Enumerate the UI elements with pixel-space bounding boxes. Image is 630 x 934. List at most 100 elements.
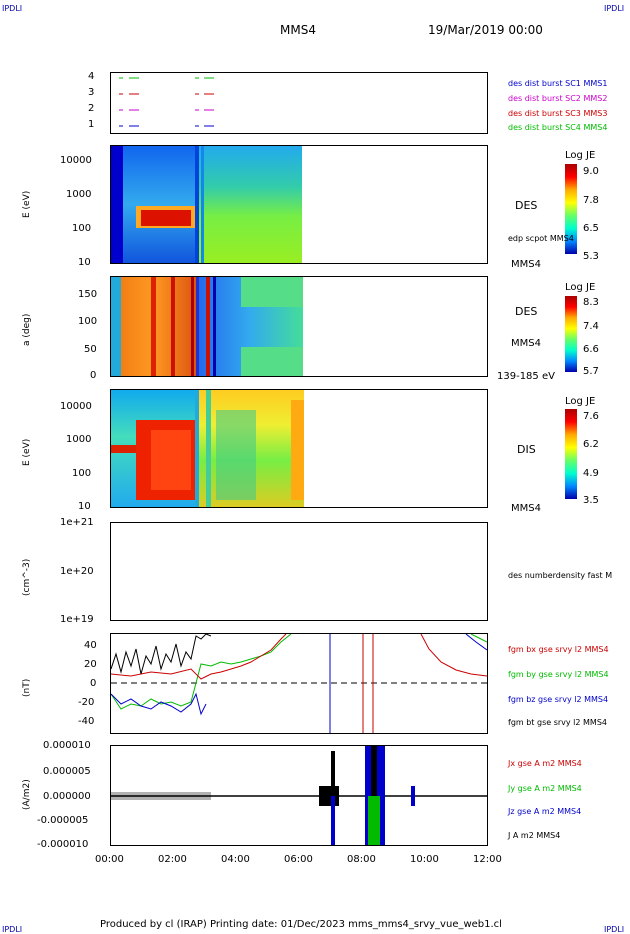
pitch-cb-7.4: 7.4 <box>583 321 599 332</box>
pitch-energy-label: 139-185 eV <box>497 371 555 382</box>
bfield-legend-by: fgm by gse srvy l2 MMS4 <box>508 670 609 679</box>
dis-e-sc-label: MMS4 <box>511 503 541 514</box>
dens-ylabel: (cm^-3) <box>22 558 32 596</box>
des-e-colorbar <box>565 164 577 254</box>
footer-text: Produced by cl (IRAP) Printing date: 01/… <box>100 919 502 930</box>
current-tick-4: -0.000005 <box>37 815 89 826</box>
dis-energy-panel <box>110 389 488 508</box>
pitch-cb-8.3: 8.3 <box>583 297 599 308</box>
bfield-tick-m20: -20 <box>78 697 95 708</box>
bfield-by-late <box>470 633 488 643</box>
bfield-legend-bt: fgm bt gse srvy l2 MMS4 <box>508 718 607 727</box>
x-tick-0400: 04:00 <box>221 854 250 865</box>
des-e-tick-10000: 10000 <box>60 155 92 166</box>
dis-e-cb-3.5: 3.5 <box>583 495 599 506</box>
x-tick-1200: 12:00 <box>473 854 502 865</box>
availability-plot <box>119 77 214 127</box>
dis-energy-spectrogram <box>111 390 304 507</box>
pitch-sc-label: MMS4 <box>511 338 541 349</box>
current-tick-1: 0.000010 <box>43 740 91 751</box>
current-ylabel: (A/m2) <box>22 779 32 810</box>
des-energy-spectrogram <box>111 146 302 263</box>
bfield-panel <box>110 633 488 734</box>
density-panel <box>110 522 488 621</box>
current-tick-2: 0.000005 <box>43 766 91 777</box>
des-energy-panel <box>110 145 488 264</box>
bfield-by-line <box>110 633 292 710</box>
dis-e-colorbar <box>565 409 577 499</box>
current-legend-jy: Jy gse A m2 MMS4 <box>508 784 582 793</box>
pitch-tick-100: 100 <box>78 316 98 327</box>
des-pitch-spectrogram <box>111 277 303 376</box>
dis-e-cb-7.6: 7.6 <box>583 411 599 422</box>
dis-e-tick-1000: 1000 <box>66 434 92 445</box>
avail-tick-2: 2 <box>88 103 95 114</box>
des-e-species-label: DES <box>515 199 538 212</box>
x-tick-1000: 10:00 <box>410 854 439 865</box>
bfield-bz-line <box>110 692 207 716</box>
des-e-tick-100: 100 <box>72 223 92 234</box>
pitch-colorbar <box>565 296 577 372</box>
des-e-cb-5.3: 5.3 <box>583 251 599 262</box>
pitch-colorbar-title: Log JE <box>565 282 596 293</box>
x-tick-0800: 08:00 <box>347 854 376 865</box>
des-e-tick-10: 10 <box>78 257 91 268</box>
pitch-cb-6.6: 6.6 <box>583 344 599 355</box>
bfield-tick-20: 20 <box>84 659 97 670</box>
corner-label-top-left: IPDLI <box>2 4 23 13</box>
corner-label-bottom-left: IPDLI <box>2 925 23 934</box>
current-early-noise <box>111 792 211 800</box>
avail-tick-4: 4 <box>88 71 95 82</box>
des-e-tick-1000: 1000 <box>66 189 92 200</box>
current-panel <box>110 745 488 846</box>
des-e-scpot-label: edp scpot MMS4 <box>508 234 574 243</box>
bfield-bx-line <box>110 633 287 680</box>
bfield-bz-late <box>465 633 488 651</box>
dens-tick-1e19: 1e+19 <box>60 614 94 625</box>
pitch-tick-150: 150 <box>78 289 98 300</box>
des-pitch-panel <box>110 276 488 377</box>
current-spike-black <box>331 751 335 796</box>
corner-label-bottom-right: IPDLI <box>604 925 625 934</box>
bfield-legend-bx: fgm bx gse srvy l2 MMS4 <box>508 645 609 654</box>
current-burst-2-green <box>368 796 380 845</box>
des-e-cb-7.8: 7.8 <box>583 195 599 206</box>
bfield-legend-bz: fgm bz gse srvy l2 MMS4 <box>508 695 609 704</box>
x-tick-0000: 00:00 <box>95 854 124 865</box>
x-tick-0200: 02:00 <box>158 854 187 865</box>
dens-legend: des numberdensity fast M <box>508 571 613 580</box>
dis-e-species-label: DIS <box>517 443 536 456</box>
bfield-bx-late <box>420 633 488 677</box>
dis-e-ylabel: E (eV) <box>22 438 32 466</box>
dis-e-tick-10: 10 <box>78 501 91 512</box>
des-e-sc-label: MMS4 <box>511 259 541 270</box>
bfield-tick-0: 0 <box>90 678 97 689</box>
dis-e-tick-100: 100 <box>72 468 92 479</box>
pitch-cb-5.7: 5.7 <box>583 366 599 377</box>
bfield-bt-line <box>110 633 212 675</box>
avail-legend-mms4: des dist burst SC4 MMS4 <box>508 123 608 132</box>
avail-tick-1: 1 <box>88 119 95 130</box>
current-tick-3: 0.000000 <box>43 791 91 802</box>
pitch-ylabel: a (deg) <box>22 313 32 346</box>
bfield-ylabel: (nT) <box>22 678 32 697</box>
dis-e-colorbar-title: Log JE <box>565 396 596 407</box>
current-legend-jx: Jx gse A m2 MMS4 <box>508 759 582 768</box>
pitch-tick-0: 0 <box>90 370 97 381</box>
current-spike-late <box>411 786 415 806</box>
avail-tick-3: 3 <box>88 87 95 98</box>
des-e-ylabel: E (eV) <box>22 190 32 218</box>
current-burst-2-black <box>371 746 377 796</box>
dens-tick-1e21: 1e+21 <box>60 517 94 528</box>
pitch-species-label: DES <box>515 305 538 318</box>
current-legend-j: J A m2 MMS4 <box>508 831 561 840</box>
pitch-tick-50: 50 <box>84 344 97 355</box>
des-e-cb-9: 9.0 <box>583 166 599 177</box>
spacecraft-title: MMS4 <box>280 23 316 37</box>
x-tick-0600: 06:00 <box>284 854 313 865</box>
dis-e-tick-10000: 10000 <box>60 401 92 412</box>
dis-e-cb-6.2: 6.2 <box>583 439 599 450</box>
availability-panel <box>110 72 488 134</box>
current-plot <box>111 746 487 845</box>
current-legend-jz: Jz gse A m2 MMS4 <box>508 807 582 816</box>
